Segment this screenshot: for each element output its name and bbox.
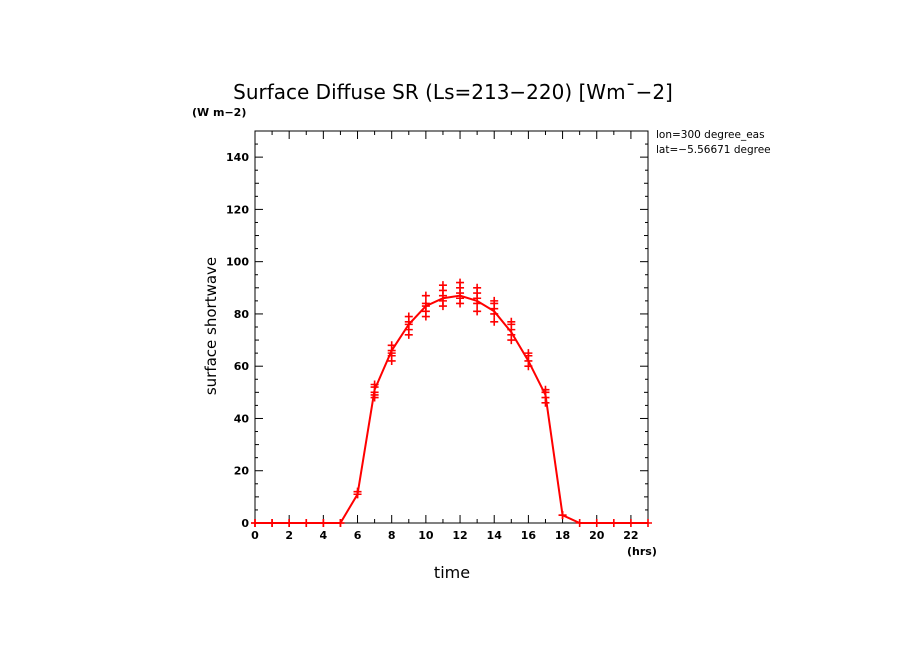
y-tick-label: 20 <box>234 465 250 478</box>
data-point <box>490 317 499 326</box>
y-tick-label: 60 <box>234 360 250 373</box>
data-point <box>268 519 277 527</box>
y-units-label: (W m−2) <box>192 106 246 119</box>
data-point <box>575 519 584 527</box>
data-point <box>353 490 362 499</box>
data-point <box>404 320 413 329</box>
x-tick-label: 22 <box>623 529 638 542</box>
x-tick-label: 18 <box>555 529 570 542</box>
data-point <box>456 278 465 287</box>
data-point <box>490 296 499 305</box>
data-point <box>609 519 618 527</box>
x-tick-label: 12 <box>452 529 467 542</box>
x-tick-label: 16 <box>521 529 537 542</box>
data-point <box>473 307 482 316</box>
x-units-label: (hrs) <box>627 545 657 558</box>
plot-frame <box>254 130 649 524</box>
axes: 0 2 4 6 8 10 12 14 16 18 20 22 0 20 40 60 80 100 120 140 <box>226 130 649 542</box>
x-tick-label: 10 <box>418 529 434 542</box>
data-point <box>285 519 294 527</box>
data-point <box>302 519 311 527</box>
data-point <box>524 349 533 358</box>
data-point <box>626 519 635 527</box>
data-point <box>541 385 550 394</box>
data-point <box>387 341 396 350</box>
annotation-lon: lon=300 degree_eas <box>656 129 765 141</box>
chart-title: Surface Diffuse SR (Ls=213−220) [Wm¯−2] <box>233 80 673 104</box>
data-point <box>421 302 430 311</box>
series-line-mean <box>255 294 648 524</box>
x-tick-label: 4 <box>320 529 328 542</box>
x-tick-label: 2 <box>285 529 293 542</box>
data-point <box>507 317 516 326</box>
x-tick-label: 6 <box>354 529 362 542</box>
data-point <box>644 519 652 527</box>
data-point <box>387 349 396 358</box>
x-tick-label: 20 <box>589 529 605 542</box>
data-point <box>336 519 345 527</box>
y-tick-label: 140 <box>226 151 249 164</box>
data-point <box>592 519 601 527</box>
annotation-lat: lat=−5.56671 degree <box>656 144 771 156</box>
y-tick-label: 0 <box>241 517 249 530</box>
y-axis-label: surface shortwave <box>202 257 220 395</box>
data-point <box>251 519 259 527</box>
y-tick-label: 100 <box>226 256 249 269</box>
data-point <box>421 291 430 300</box>
x-tick-label: 0 <box>251 529 259 542</box>
y-tick-label: 80 <box>234 308 250 321</box>
y-tick-label: 120 <box>226 203 249 216</box>
data-point <box>404 312 413 321</box>
data-point <box>473 283 482 292</box>
plot-data <box>251 278 652 527</box>
data-point <box>438 281 447 290</box>
y-tick-label: 40 <box>234 412 250 425</box>
x-tick-label: 14 <box>487 529 503 542</box>
data-point <box>319 519 328 527</box>
x-axis-label: time <box>434 563 470 582</box>
data-point <box>558 511 567 520</box>
data-point <box>370 390 379 399</box>
x-tick-label: 8 <box>388 529 396 542</box>
data-point <box>370 380 379 389</box>
